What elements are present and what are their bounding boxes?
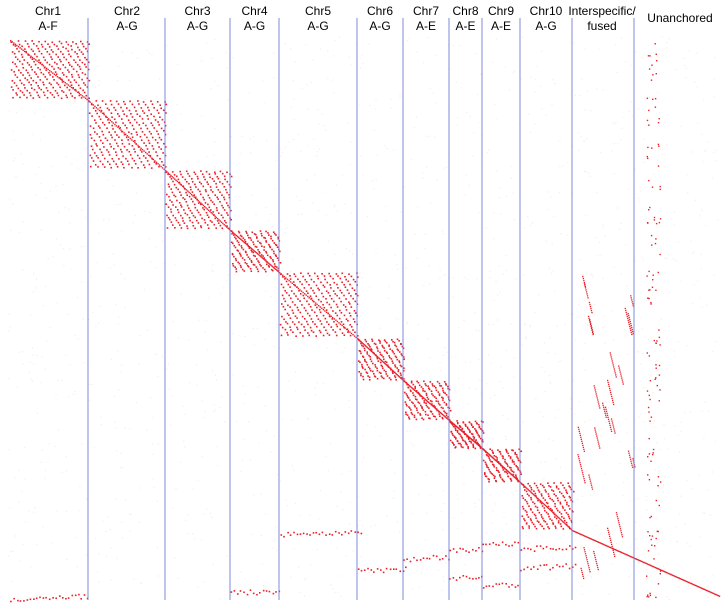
header-chr7-groups: A-E [415, 19, 436, 33]
header-chr9-name: Chr9 [487, 4, 514, 18]
header-chr5: Chr5 A-G [279, 4, 357, 34]
off-diagonal-bands [10, 530, 577, 603]
block-chr6 [357, 338, 405, 381]
header-chr7: Chr7 A-E [403, 4, 449, 34]
header-interspecific-name: Interspecific/ [568, 4, 636, 18]
header-chr1-name: Chr1 [34, 4, 61, 18]
block-chr7 [403, 380, 452, 421]
block-unanchored [646, 43, 662, 599]
header-chr8-name: Chr8 [452, 4, 479, 18]
header-chr3-name: Chr3 [184, 4, 211, 18]
header-chr3: Chr3 A-G [165, 4, 230, 34]
block-chr9 [482, 448, 523, 483]
block-interspecific-fused [572, 275, 721, 597]
block-chr8 [449, 420, 485, 450]
header-chr9-groups: A-E [490, 19, 511, 33]
header-chr7-name: Chr7 [412, 4, 439, 18]
header-chr5-groups: A-G [307, 19, 329, 33]
header-chr2: Chr2 A-G [89, 4, 165, 34]
header-chr10-name: Chr10 [529, 4, 563, 18]
block-chr5 [279, 272, 359, 339]
header-chr4-groups: A-G [243, 19, 266, 33]
header-interspecific-groups: fused [587, 19, 617, 33]
header-chr4: Chr4 A-G [230, 4, 279, 34]
header-unanchored-name: Unanchored [647, 11, 713, 25]
header-chr10-groups: A-G [535, 19, 557, 33]
block-chr10 [520, 482, 575, 531]
header-chr5-name: Chr5 [304, 4, 331, 18]
header-chr4-name: Chr4 [241, 4, 268, 18]
block-chr3 [165, 170, 233, 231]
header-chr10: Chr10 A-G [520, 4, 572, 34]
header-unanchored: Unanchored [637, 11, 723, 26]
block-chr4 [230, 230, 282, 273]
header-chr1-groups: A-F [38, 19, 58, 33]
background-haze [8, 36, 720, 601]
header-chr6: Chr6 A-G [357, 4, 403, 34]
header-chr6-name: Chr6 [366, 4, 393, 18]
header-chr6-groups: A-G [369, 19, 391, 33]
header-interspecific-fused: Interspecific/ fused [564, 4, 640, 34]
header-chr3-groups: A-G [186, 19, 209, 33]
block-chr1 [10, 40, 91, 101]
header-chr9: Chr9 A-E [482, 4, 520, 34]
block-chr2 [88, 100, 168, 170]
header-chr2-name: Chr2 [113, 4, 140, 18]
header-chr1: Chr1 A-F [10, 4, 86, 34]
header-chr8-groups: A-E [455, 19, 476, 33]
header-chr8: Chr8 A-E [449, 4, 482, 34]
header-chr2-groups: A-G [116, 19, 138, 33]
